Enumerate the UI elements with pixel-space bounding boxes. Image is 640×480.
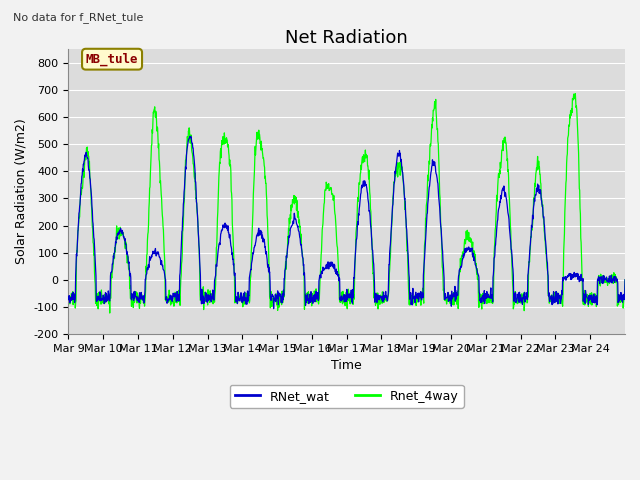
Rnet_4way	[152, 108, 159, 114]
RNet_wat	[560, 274, 568, 280]
RNet_wat	[152, 246, 159, 252]
Rnet_4way	[106, 310, 113, 316]
Text: MB_tule: MB_tule	[86, 52, 138, 66]
Rnet_4way	[560, 248, 568, 253]
Text: No data for f_RNet_tule: No data for f_RNet_tule	[13, 12, 143, 23]
RNet_wat	[65, 294, 72, 300]
Rnet_4way	[478, 297, 486, 302]
Line: RNet_wat: RNet_wat	[68, 136, 625, 309]
Rnet_4way	[333, 232, 340, 238]
RNet_wat	[614, 298, 622, 304]
RNet_wat	[621, 277, 629, 283]
Title: Net Radiation: Net Radiation	[285, 29, 408, 48]
Legend: RNet_wat, Rnet_4way: RNet_wat, Rnet_4way	[230, 385, 463, 408]
RNet_wat	[186, 133, 194, 139]
X-axis label: Time: Time	[332, 360, 362, 372]
RNet_wat	[270, 306, 278, 312]
RNet_wat	[323, 262, 330, 268]
Rnet_4way	[65, 300, 72, 305]
Rnet_4way	[614, 302, 622, 308]
Rnet_4way	[572, 91, 579, 96]
Y-axis label: Solar Radiation (W/m2): Solar Radiation (W/m2)	[15, 119, 28, 264]
RNet_wat	[479, 296, 486, 301]
Rnet_4way	[322, 187, 330, 193]
Rnet_4way	[621, 277, 629, 283]
Line: Rnet_4way: Rnet_4way	[68, 94, 625, 313]
RNet_wat	[333, 271, 340, 277]
